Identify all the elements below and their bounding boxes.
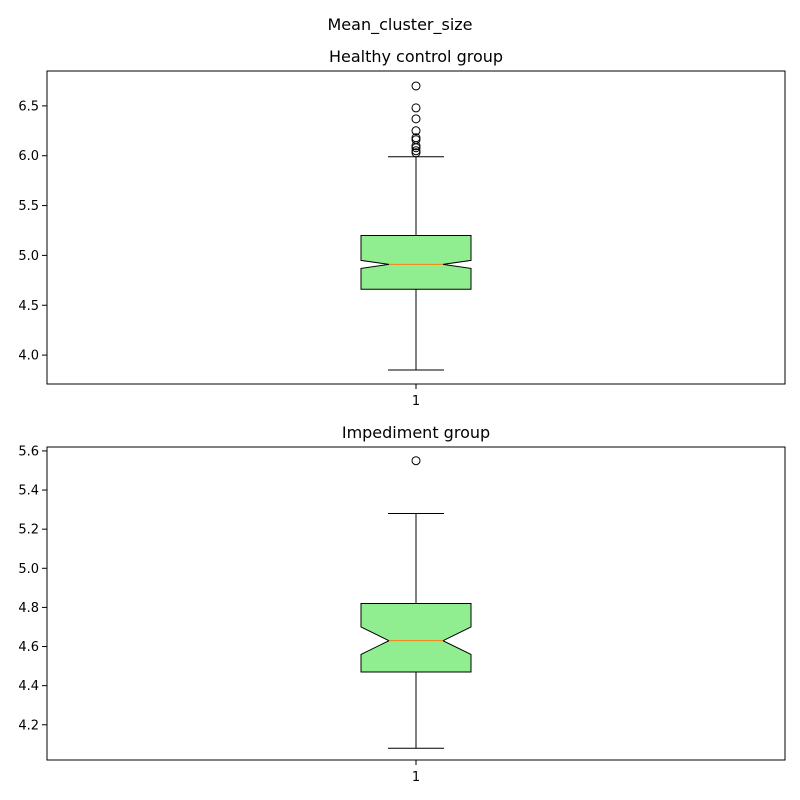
y-tick-label: 4.8 xyxy=(18,601,39,616)
y-tick-label: 5.4 xyxy=(18,484,39,499)
figure-suptitle: Mean_cluster_size xyxy=(327,15,472,35)
outlier-point xyxy=(411,114,421,124)
y-tick-label: 5.2 xyxy=(18,523,39,538)
box-notched xyxy=(360,603,472,673)
axes-frame xyxy=(46,70,786,385)
y-tick-label: 5.0 xyxy=(18,562,39,577)
y-tick-label: 5.0 xyxy=(18,249,39,264)
x-tick-label: 1 xyxy=(412,770,420,785)
y-tick-label: 4.6 xyxy=(18,640,39,655)
subplot-title: Healthy control group xyxy=(329,47,503,66)
y-tick-label: 6.5 xyxy=(18,99,39,114)
y-tick-label: 4.0 xyxy=(18,349,39,364)
y-tick-label: 5.6 xyxy=(18,444,39,459)
subplot-impediment: Impediment group 4.2 4.4 4.6 4.8 5.0 5.2 5.4 5.… xyxy=(18,423,786,785)
y-tick-label: 6.0 xyxy=(18,149,39,164)
outlier-point xyxy=(411,81,421,91)
outlier-point xyxy=(411,103,421,113)
subplot-title: Impediment group xyxy=(342,423,490,442)
axes-frame xyxy=(46,446,786,761)
subplot-healthy-control: Healthy control group 4.0 4.5 5.0 5.5 6.0 6.5… xyxy=(18,47,786,409)
y-tick-label: 4.4 xyxy=(18,679,39,694)
outlier-point xyxy=(411,146,421,156)
y-tick-label: 4.2 xyxy=(18,718,39,733)
outlier-point xyxy=(411,133,421,143)
outlier-point xyxy=(411,456,421,466)
y-tick-label: 4.5 xyxy=(18,299,39,314)
x-tick-label: 1 xyxy=(412,394,420,409)
box-notched xyxy=(360,235,472,290)
y-tick-label: 5.5 xyxy=(18,199,39,214)
outlier-point xyxy=(411,126,421,136)
